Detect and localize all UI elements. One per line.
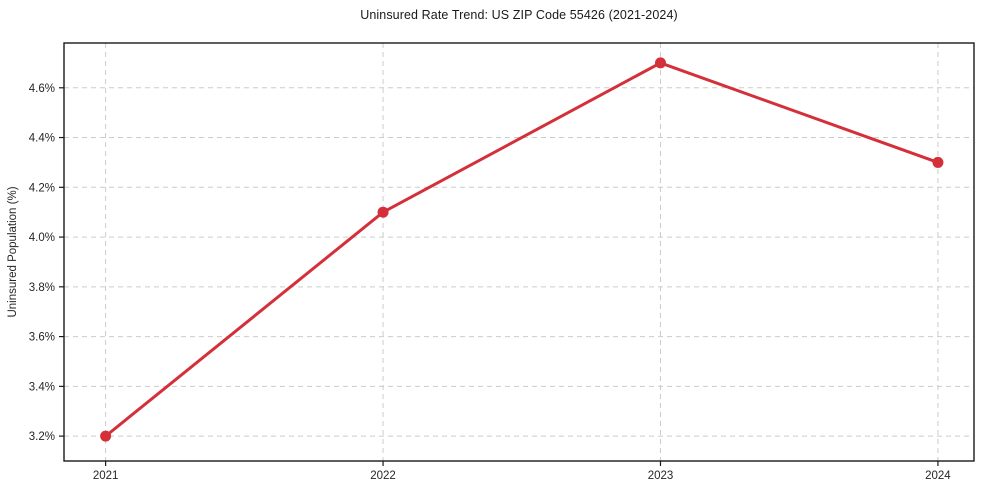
- y-tick-label: 4.0%: [29, 232, 55, 244]
- data-point: [100, 430, 112, 442]
- y-tick-label: 4.6%: [29, 83, 55, 95]
- x-tick-label: 2024: [925, 470, 951, 482]
- y-tick-label: 4.2%: [29, 182, 55, 194]
- chart-title: Uninsured Rate Trend: US ZIP Code 55426 …: [360, 8, 678, 22]
- trend-line: [104, 61, 940, 438]
- y-tick-label: 3.6%: [29, 332, 55, 344]
- data-point: [932, 156, 944, 168]
- y-tick-label: 3.4%: [29, 381, 55, 393]
- x-tick-label: 2022: [370, 470, 396, 482]
- y-tick-label: 3.8%: [29, 282, 55, 294]
- y-tick-label: 4.4%: [29, 133, 55, 145]
- x-tick-label: 2021: [93, 470, 119, 482]
- data-point: [377, 206, 389, 218]
- data-point: [654, 57, 666, 69]
- x-tick-label: 2023: [648, 470, 674, 482]
- plot-frame: [63, 42, 975, 462]
- y-tick-label: 3.2%: [29, 431, 55, 443]
